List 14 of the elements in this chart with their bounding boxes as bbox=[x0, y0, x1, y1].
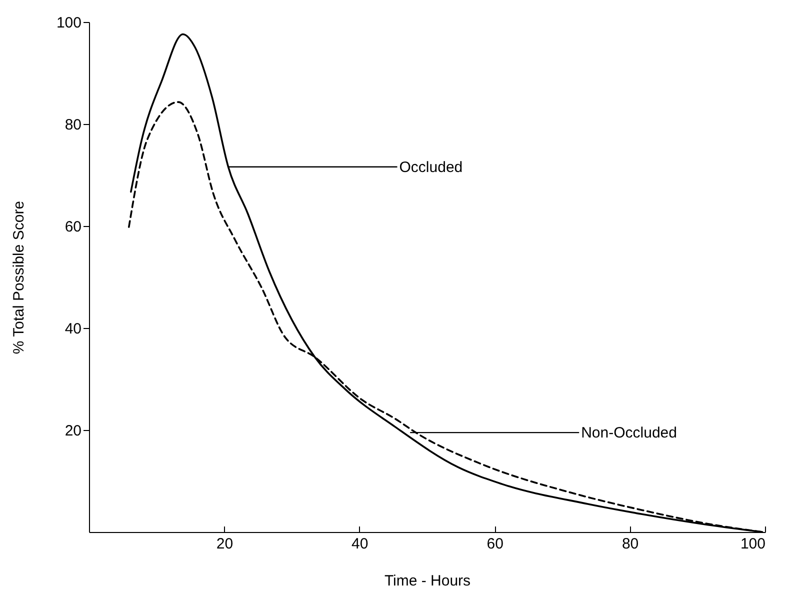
y-tick-label: 60 bbox=[64, 218, 82, 236]
x-tick-label: 100 bbox=[740, 536, 766, 552]
annotation: Occluded bbox=[399, 158, 463, 176]
y-tick-label: 80 bbox=[64, 116, 82, 134]
y-tick-label: 20 bbox=[64, 422, 82, 440]
annotation: Non-Occluded bbox=[581, 424, 677, 442]
x-axis-title: Time - Hours bbox=[384, 572, 471, 590]
x-tick-label: 60 bbox=[486, 536, 504, 552]
y-tick-label: 100 bbox=[56, 14, 82, 32]
y-axis-title: % Total Possible Score bbox=[10, 200, 28, 354]
x-tick-label: 40 bbox=[352, 536, 368, 552]
x-tick-label: 80 bbox=[622, 536, 639, 552]
y-tick-label: 40 bbox=[64, 320, 82, 338]
x-tick-label: 20 bbox=[216, 536, 234, 552]
